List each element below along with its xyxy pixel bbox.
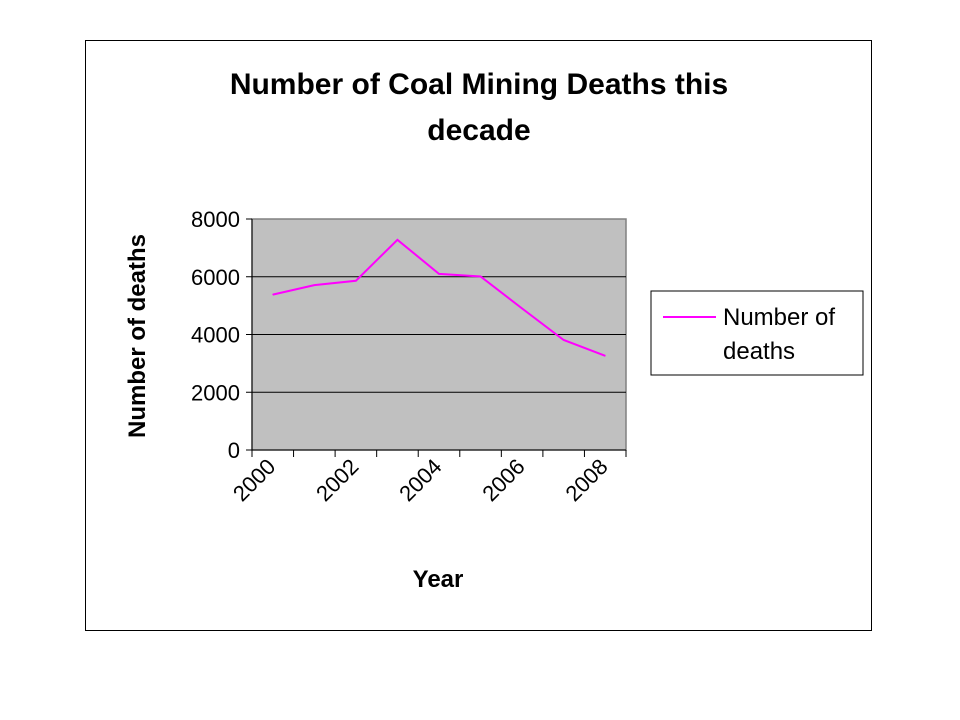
- data-point: [480, 275, 482, 277]
- data-point: [313, 284, 315, 286]
- x-tick-label: 2004: [394, 454, 446, 506]
- data-point: [355, 280, 357, 282]
- y-tick-label: 2000: [191, 380, 240, 405]
- x-tick-label: 2006: [477, 454, 529, 506]
- y-axis-label: Number of deaths: [124, 234, 151, 438]
- data-point: [604, 355, 606, 357]
- data-point: [438, 273, 440, 275]
- chart-title-line2: decade: [427, 114, 530, 147]
- data-point: [396, 239, 398, 241]
- x-tick-label: 2002: [311, 454, 363, 506]
- y-tick-label: 0: [228, 438, 240, 463]
- y-tick-label: 8000: [191, 207, 240, 232]
- y-tick-label: 4000: [191, 323, 240, 348]
- x-tick-label: 2008: [560, 454, 612, 506]
- data-point: [521, 308, 523, 310]
- x-axis-label: Year: [413, 566, 464, 593]
- data-point: [272, 294, 274, 296]
- legend-label-line1: Number of: [723, 304, 835, 331]
- chart-frame: [85, 40, 872, 631]
- legend: Number of deaths: [650, 290, 864, 376]
- legend-label-line2: deaths: [723, 338, 795, 365]
- data-point: [563, 339, 565, 341]
- chart-title-line1: Number of Coal Mining Deaths this: [230, 68, 728, 101]
- y-tick-label: 6000: [191, 265, 240, 290]
